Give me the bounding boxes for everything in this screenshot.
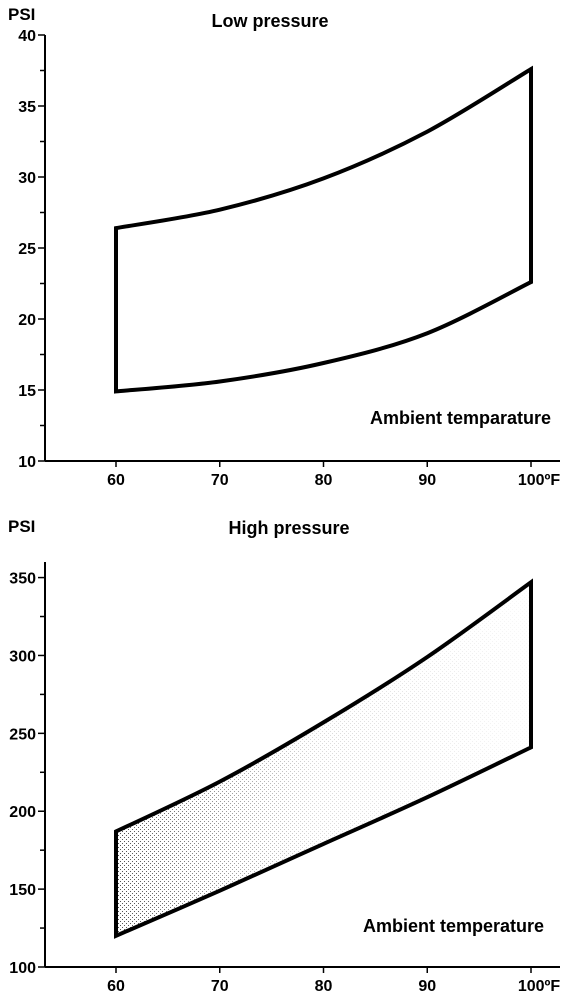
- pressure-range-band: [114, 65, 533, 394]
- x-tick-label: 90: [418, 472, 436, 489]
- y-tick-label: 150: [9, 882, 36, 899]
- high-pressure-chart: PSI High pressure Ambient temperature 10…: [0, 505, 576, 998]
- x-tick-label: 100ºF: [518, 978, 561, 995]
- x-tick-label: 60: [107, 978, 125, 995]
- y-tick-label: 30: [18, 170, 36, 187]
- y-tick-label: 300: [9, 648, 36, 665]
- chart-title: Low pressure: [211, 11, 328, 31]
- x-tick-label: 90: [418, 978, 436, 995]
- x-axis-label: Ambient temperature: [363, 916, 544, 936]
- pressure-range-band: [114, 578, 533, 939]
- y-tick-label: 200: [9, 804, 36, 821]
- y-tick-label: 100: [9, 960, 36, 977]
- x-tick-label: 80: [315, 472, 333, 489]
- y-axis-unit-label: PSI: [8, 5, 35, 24]
- y-tick-label: 20: [18, 312, 36, 329]
- y-tick-label: 10: [18, 454, 36, 471]
- y-tick-label: 35: [18, 99, 36, 116]
- chart-title: High pressure: [228, 518, 349, 538]
- y-tick-label: 250: [9, 726, 36, 743]
- x-axis-label: Ambient temparature: [370, 408, 551, 428]
- y-tick-label: 25: [18, 241, 36, 258]
- x-tick-label: 80: [315, 978, 333, 995]
- x-tick-label: 70: [211, 978, 229, 995]
- y-tick-label: 40: [18, 28, 36, 45]
- x-tick-label: 60: [107, 472, 125, 489]
- x-tick-label: 100ºF: [518, 472, 561, 489]
- x-tick-label: 70: [211, 472, 229, 489]
- low-pressure-plot: PSI Low pressure Ambient temparature 10 1…: [8, 5, 561, 489]
- y-axis-unit-label: PSI: [8, 517, 35, 536]
- y-tick-label: 15: [18, 383, 36, 400]
- band-shading: [116, 582, 531, 936]
- high-pressure-plot: PSI High pressure Ambient temperature 10…: [8, 517, 561, 995]
- low-pressure-chart: PSI Low pressure Ambient temparature 10 1…: [0, 0, 576, 498]
- y-tick-label: 350: [9, 571, 36, 588]
